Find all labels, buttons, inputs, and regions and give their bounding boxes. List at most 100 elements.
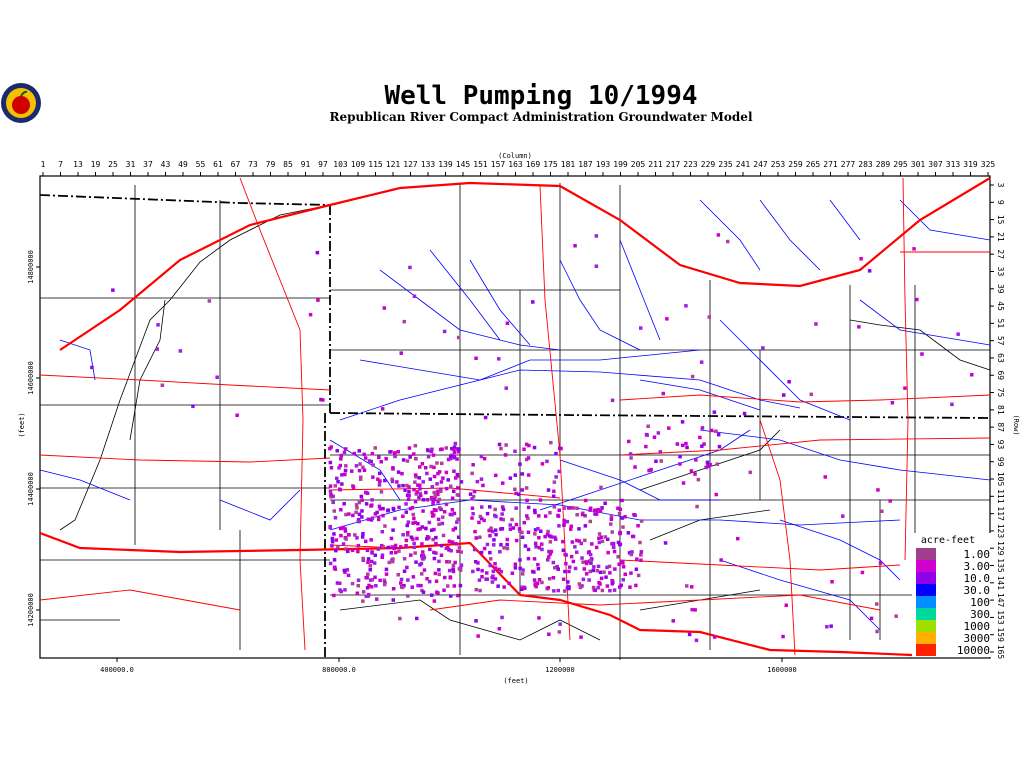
- row-tick-label: 33: [996, 267, 1005, 277]
- pumping-cell: [345, 568, 350, 572]
- row-tick-label: 81: [996, 405, 1005, 415]
- pumping-cell: [472, 489, 477, 494]
- pumping-cell: [546, 558, 550, 562]
- pumping-cell: [607, 564, 612, 569]
- column-tick-label: 181: [561, 160, 576, 169]
- pumping-cell: [358, 462, 362, 466]
- pumping-cell: [361, 558, 365, 562]
- pumping-cell: [402, 583, 406, 588]
- pumping-cell: [505, 542, 509, 547]
- pumping-cell: [359, 475, 363, 479]
- pumping-cell: [903, 386, 907, 390]
- pumping-cell: [635, 557, 639, 561]
- pumping-cell: [424, 526, 428, 531]
- pumping-cell: [402, 319, 406, 324]
- pumping-cell: [628, 585, 632, 589]
- pumping-cell: [520, 488, 525, 492]
- pumping-cell: [390, 479, 395, 484]
- pumping-cell: [471, 512, 475, 516]
- pumping-cell: [500, 512, 504, 516]
- pumping-cell: [551, 576, 556, 580]
- pumping-cell: [440, 461, 444, 466]
- pumping-cell: [603, 535, 607, 539]
- pumping-cell: [455, 493, 460, 497]
- pumping-cell: [448, 454, 453, 458]
- pumping-cell: [399, 351, 403, 355]
- pumping-cell: [415, 616, 419, 621]
- pumping-cell: [452, 469, 456, 473]
- pumping-cell: [427, 579, 432, 584]
- pumping-cell: [629, 456, 633, 460]
- pumping-cell: [556, 588, 560, 593]
- pumping-cell: [633, 465, 637, 469]
- pumping-cell: [513, 566, 518, 570]
- pumping-cell: [890, 401, 895, 405]
- pumping-cell: [809, 392, 813, 397]
- pumping-cell: [389, 551, 394, 555]
- pumping-cell: [457, 567, 462, 571]
- pumping-cell: [636, 524, 640, 528]
- pumping-cell: [684, 441, 688, 446]
- pumping-cell: [477, 520, 481, 525]
- pumping-cell: [333, 516, 338, 520]
- pumping-cell: [451, 563, 456, 568]
- pumping-cell: [522, 520, 526, 525]
- pumping-cell: [712, 635, 717, 639]
- pumping-cell: [761, 346, 765, 350]
- pumping-cell: [332, 532, 336, 536]
- column-tick-label: 301: [911, 160, 926, 169]
- row-tick-label: 57: [996, 336, 1005, 346]
- pumping-cell: [621, 565, 626, 569]
- row-tick-label: 93: [996, 440, 1005, 450]
- pumping-cell: [596, 564, 601, 569]
- subtitle: Republican River Compact Administration …: [329, 110, 752, 124]
- pumping-cell: [610, 530, 614, 534]
- pumping-cell: [494, 532, 498, 537]
- pumping-cell: [459, 480, 464, 484]
- pumping-cell: [545, 459, 549, 464]
- pumping-cell: [526, 456, 531, 460]
- pumping-cell: [526, 473, 531, 477]
- pumping-cell: [736, 536, 740, 541]
- pumping-cell: [520, 535, 525, 539]
- pumping-cell: [518, 529, 522, 533]
- pumping-cell: [356, 578, 361, 582]
- stream: [39, 199, 991, 631]
- column-tick-label: 307: [928, 160, 943, 169]
- pumping-cell: [335, 449, 339, 453]
- pumping-cell: [340, 482, 344, 486]
- pumping-cell: [433, 571, 438, 576]
- pumping-cell: [488, 550, 492, 555]
- pumping-cell: [364, 594, 368, 598]
- pumping-cell: [191, 404, 195, 408]
- pumping-cell: [681, 481, 686, 485]
- pumping-cell: [425, 471, 429, 476]
- column-tick-label: 193: [596, 160, 611, 169]
- pumping-cell: [405, 523, 409, 528]
- pumping-cell: [502, 546, 506, 550]
- roads: [39, 177, 991, 657]
- pumping-cell: [583, 524, 588, 528]
- pumping-cell: [397, 549, 401, 553]
- pumping-cell: [403, 488, 407, 492]
- pumping-cell: [384, 572, 389, 576]
- pumping-cell: [441, 515, 445, 519]
- pumping-cell: [364, 490, 368, 495]
- pumping-cell: [782, 393, 786, 397]
- pumping-cell: [350, 581, 355, 586]
- pumping-cell: [548, 552, 552, 556]
- pumping-cell: [520, 530, 524, 535]
- pumping-cell: [355, 536, 359, 540]
- pumping-cell: [328, 446, 332, 451]
- pumping-cell: [483, 415, 488, 420]
- pumping-cell: [479, 516, 484, 521]
- pumping-cell: [402, 557, 407, 561]
- pumping-cell: [353, 533, 357, 537]
- pumping-cell: [561, 539, 565, 544]
- pumping-cell: [500, 505, 505, 509]
- pumping-cell: [408, 455, 412, 459]
- column-tick-label: 169: [526, 160, 541, 169]
- pumping-cell: [449, 594, 453, 598]
- pumping-cell: [478, 588, 482, 593]
- pumping-cell: [536, 527, 540, 531]
